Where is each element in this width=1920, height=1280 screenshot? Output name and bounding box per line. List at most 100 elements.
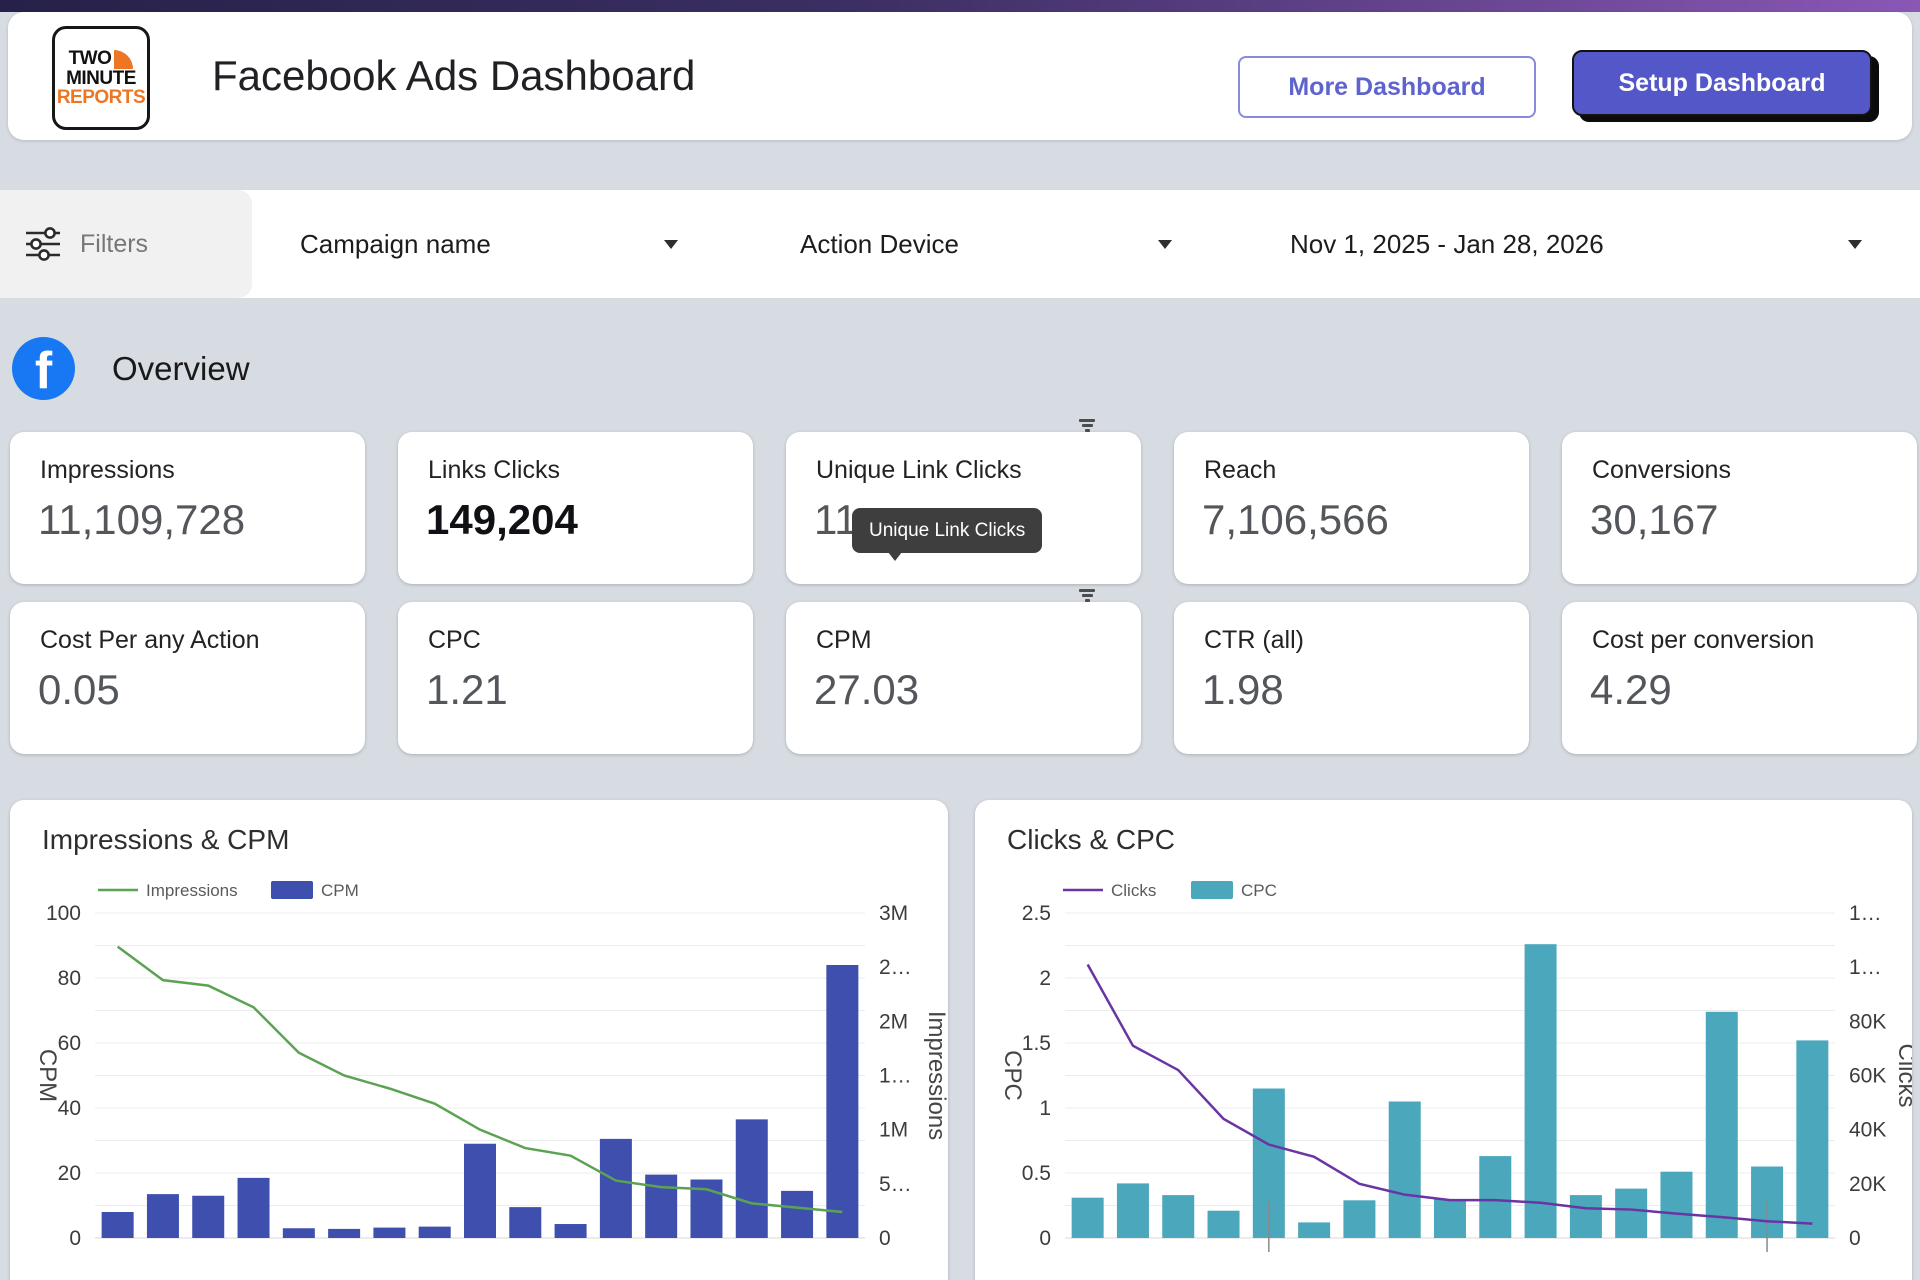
kpi-value: 0.05 (38, 666, 120, 713)
bar (1162, 1195, 1195, 1238)
bar (1434, 1199, 1466, 1238)
bar (599, 1138, 632, 1238)
bar (464, 1143, 496, 1238)
kpi-value: 27.03 (814, 666, 920, 713)
right-axis-title: Impressions (923, 1011, 948, 1140)
tooltip-caret (888, 552, 902, 561)
bar (101, 1212, 134, 1238)
setup-dashboard-button[interactable]: Setup Dashboard (1572, 50, 1872, 116)
left-axis-tick: 100 (46, 902, 81, 925)
more-dashboard-button[interactable]: More Dashboard (1238, 56, 1536, 118)
kpi-value: 11 (814, 496, 858, 543)
legend-label: CPM (321, 881, 359, 900)
bar (192, 1195, 225, 1238)
bar (781, 1190, 814, 1238)
left-axis-title: CPM (34, 1049, 61, 1102)
kpi-value: 11,109,728 (38, 496, 246, 543)
left-axis-tick: 0.5 (1022, 1162, 1051, 1185)
logo-line1: TWO (68, 48, 112, 69)
filters-label: Filters (80, 229, 149, 258)
two-minute-reports-logo: TWO MINUTE REPORTS (52, 26, 150, 130)
bar (328, 1228, 361, 1238)
kpi-card: Impressions 11,109,728 (10, 432, 365, 584)
impressions-cpm-chart-card[interactable]: Impressions & CPM 0 20 40 60 80 100 0 5… 1M 1… 2M 2… (10, 800, 948, 1280)
header: TWO MINUTE REPORTS Facebook Ads Dashboar… (8, 12, 1912, 140)
right-axis-tick: 2… (879, 956, 912, 979)
kpi-card: Links Clicks 149,204 (398, 432, 753, 584)
kpi-card: Conversions 30,167 (1562, 432, 1917, 584)
chart-filter-icon[interactable] (1077, 589, 1097, 602)
right-axis-tick: 1… (1849, 956, 1882, 979)
left-axis-tick: 40 (58, 1097, 81, 1120)
logo-line3: REPORTS (56, 87, 146, 108)
bar (1705, 1011, 1738, 1238)
logo-quarter-circle-icon (114, 50, 134, 69)
bar (282, 1228, 315, 1238)
bar (1479, 1156, 1512, 1238)
bar (554, 1224, 587, 1238)
chart-title: Impressions & CPM (42, 824, 290, 855)
series-line (116, 945, 843, 1214)
kpi-label: Cost Per any Action (40, 626, 260, 654)
bar (735, 1119, 768, 1238)
bar (826, 965, 859, 1238)
left-axis-tick: 1.5 (1022, 1032, 1051, 1055)
legend-bar-swatch (1191, 881, 1233, 899)
clicks-cpc-chart-card[interactable]: Clicks & CPC 0 0.5 1 1.5 2 2.5 0 20K 40K 60K 80K 1…… (975, 800, 1912, 1280)
right-axis-tick: 80K (1849, 1010, 1886, 1033)
top-accent-strip (0, 0, 1920, 12)
kpi-label: CTR (all) (1204, 626, 1304, 654)
left-axis-tick: 1 (1039, 1097, 1051, 1120)
kpi-card: CTR (all) 1.98 (1174, 602, 1529, 754)
kpi-label: Impressions (40, 456, 175, 484)
left-axis-tick: 0 (1039, 1227, 1051, 1250)
campaign-name-dropdown[interactable]: Campaign name (300, 228, 491, 259)
bar (1569, 1195, 1602, 1238)
kpi-label: Unique Link Clicks (816, 456, 1022, 484)
action-device-dropdown[interactable]: Action Device (800, 228, 959, 259)
legend-label: Clicks (1111, 881, 1156, 900)
right-axis-tick: 0 (879, 1227, 891, 1250)
right-axis-tick: 40K (1849, 1119, 1886, 1142)
chart-title: Clicks & CPC (1007, 824, 1176, 855)
kpi-value: 1.98 (1202, 666, 1284, 713)
bar (1388, 1101, 1421, 1238)
bar (373, 1227, 406, 1238)
right-axis-tick: 3M (879, 902, 908, 925)
bar (1796, 1040, 1829, 1238)
bar (146, 1194, 179, 1238)
kpi-label: Cost per conversion (1592, 626, 1815, 654)
left-axis-tick: 2 (1039, 967, 1051, 990)
filters-button[interactable]: Filters (0, 190, 252, 298)
page-title: Facebook Ads Dashboard (212, 52, 696, 99)
bar (1343, 1200, 1376, 1238)
kpi-card: Reach 7,106,566 (1174, 432, 1529, 584)
chevron-down-icon (664, 240, 678, 249)
bar (237, 1177, 270, 1238)
chart-filter-icon[interactable] (1077, 419, 1097, 432)
impressions-cpm-chart[interactable]: 0 20 40 60 80 100 0 5… 1M 1… 2M 2… 3M Impressions CPM C… (10, 870, 948, 1280)
section-title: Overview (112, 350, 250, 387)
legend-label: Impressions (146, 881, 238, 900)
right-axis-tick: 5… (879, 1173, 912, 1196)
right-axis-tick: 1… (1849, 902, 1882, 925)
logo-line2: MINUTE (66, 68, 136, 89)
left-axis-tick: 80 (58, 967, 81, 990)
right-axis-title: Clicks (1893, 1044, 1912, 1108)
clicks-cpc-chart[interactable]: 0 0.5 1 1.5 2 2.5 0 20K 40K 60K 80K 1… 1… Clicks CPC CP… (975, 870, 1912, 1280)
left-axis-tick: 2.5 (1022, 902, 1051, 925)
right-axis-tick: 2M (879, 1010, 908, 1033)
date-range-dropdown[interactable]: Nov 1, 2025 - Jan 28, 2026 (1290, 228, 1604, 259)
bar (1071, 1197, 1104, 1238)
kpi-value: 149,204 (426, 496, 578, 543)
bar (418, 1226, 451, 1238)
legend-bar-swatch (271, 881, 313, 899)
kpi-value: 30,167 (1590, 496, 1719, 543)
kpi-label: CPM (816, 626, 872, 654)
right-axis-tick: 1M (879, 1119, 908, 1142)
left-axis-tick: 20 (58, 1162, 81, 1185)
bar (1116, 1183, 1149, 1238)
sliders-icon (26, 227, 60, 261)
right-axis-tick: 60K (1849, 1065, 1886, 1088)
bar (1207, 1210, 1240, 1238)
